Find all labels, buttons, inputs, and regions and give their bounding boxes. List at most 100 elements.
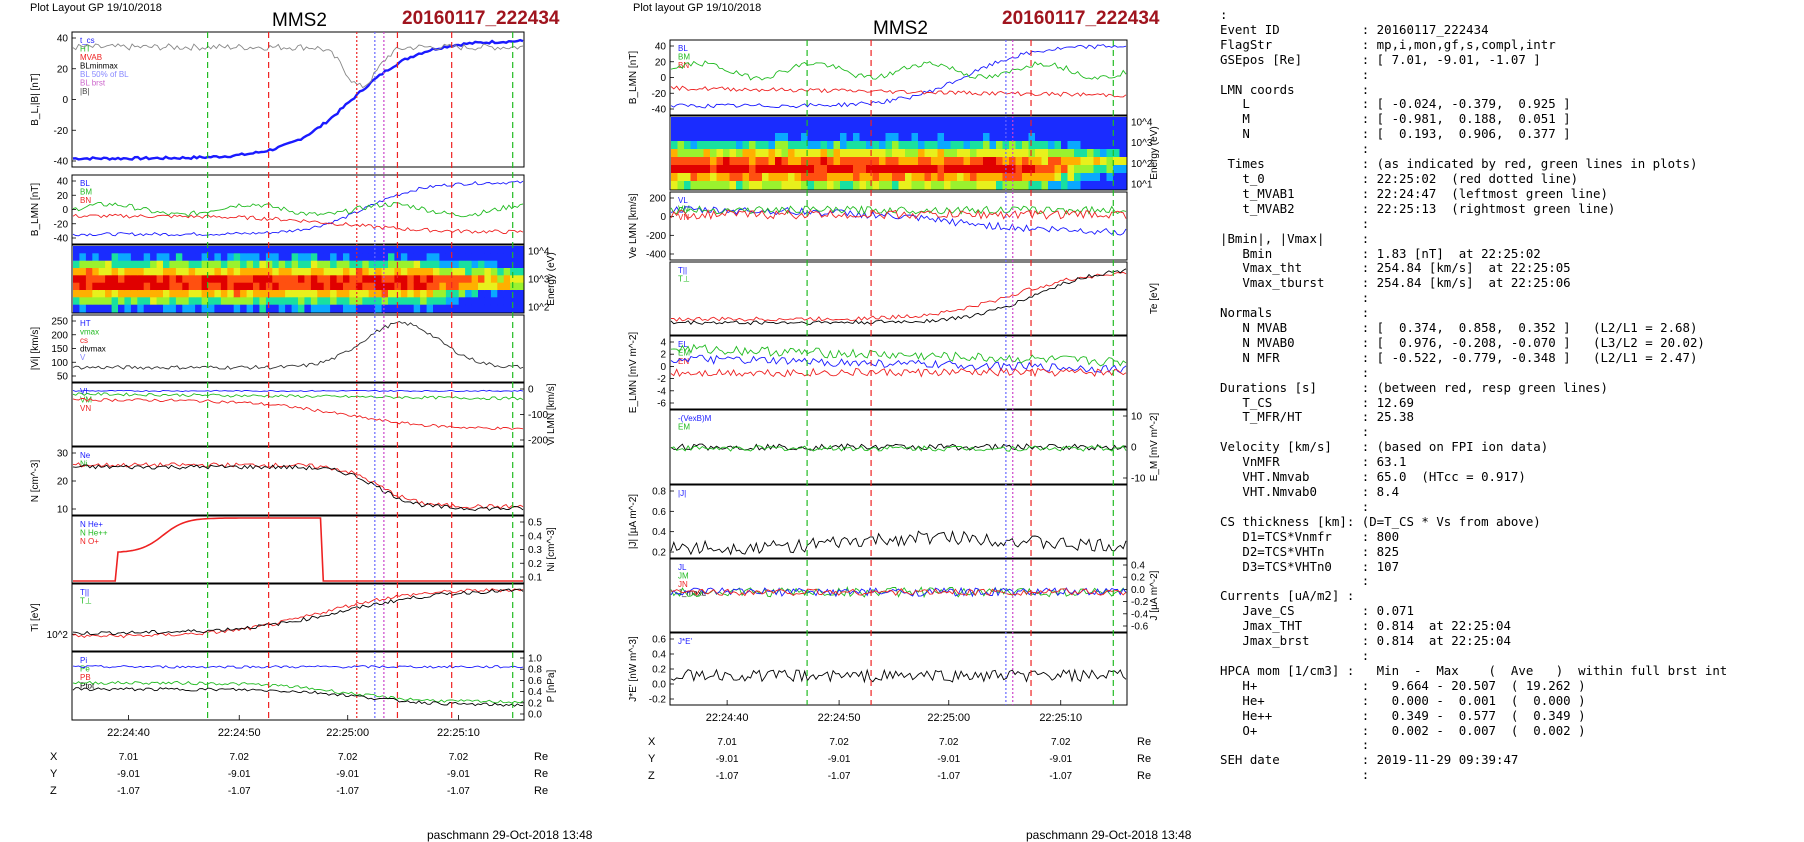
heatmap-cell bbox=[208, 275, 215, 284]
heatmap-cell bbox=[214, 290, 222, 298]
heatmap-cell bbox=[794, 157, 802, 166]
heatmap-cell bbox=[775, 117, 782, 126]
heatmap-cell bbox=[1015, 173, 1023, 182]
heatmap-cell bbox=[490, 268, 498, 276]
heatmap-cell bbox=[723, 181, 730, 190]
chart-1-y-axis-label: E_M [mV m^-2] bbox=[1149, 412, 1160, 481]
chart-0-y-tick-label: 10^2 bbox=[47, 630, 69, 641]
chart-0-legend-entry: Ne bbox=[80, 451, 91, 460]
heatmap-cell bbox=[92, 268, 100, 276]
chart-1-legend-entry: JM bbox=[678, 572, 689, 581]
heatmap-cell bbox=[201, 304, 209, 313]
heatmap-cell bbox=[175, 290, 183, 298]
heatmap-cell bbox=[866, 133, 873, 142]
chart-0-orbit-unit: Re bbox=[534, 768, 548, 780]
chart-0-orbit-value: -9.01 bbox=[228, 769, 251, 780]
heatmap-cell bbox=[497, 268, 505, 276]
heatmap-cell bbox=[85, 260, 93, 269]
heatmap-cell bbox=[259, 260, 267, 269]
heatmap-cell bbox=[814, 157, 821, 166]
heatmap-cell bbox=[310, 253, 318, 262]
heatmap-cell bbox=[156, 260, 164, 269]
heatmap-cell bbox=[924, 117, 932, 126]
heatmap-cell bbox=[684, 173, 691, 182]
heatmap-cell bbox=[259, 290, 267, 298]
chart-1-y-tick-label: 0.0 bbox=[1131, 585, 1145, 596]
heatmap-cell bbox=[304, 297, 312, 306]
heatmap-cell bbox=[150, 275, 157, 284]
heatmap-cell bbox=[788, 173, 795, 182]
heatmap-cell bbox=[827, 181, 834, 190]
heatmap-cell bbox=[937, 117, 945, 126]
heatmap-cell bbox=[989, 149, 997, 158]
info-line: : bbox=[1220, 7, 1228, 22]
info-line: Times : (as indicated by red, green line… bbox=[1220, 156, 1698, 172]
heatmap-cell bbox=[291, 297, 299, 306]
heatmap-cell bbox=[439, 282, 447, 291]
heatmap-cell bbox=[375, 275, 382, 284]
heatmap-cell bbox=[957, 125, 964, 134]
heatmap-cell bbox=[349, 297, 357, 306]
heatmap-cell bbox=[1080, 133, 1088, 142]
heatmap-cell bbox=[163, 290, 170, 298]
chart-1-panel-frame bbox=[669, 558, 1128, 633]
heatmap-cell bbox=[188, 253, 196, 262]
heatmap-cell bbox=[195, 290, 202, 298]
heatmap-cell bbox=[323, 290, 331, 298]
heatmap-cell bbox=[265, 297, 273, 306]
heatmap-cell bbox=[111, 282, 119, 291]
heatmap-cell bbox=[690, 173, 698, 182]
heatmap-cell bbox=[807, 165, 815, 174]
heatmap-cell bbox=[872, 173, 880, 182]
info-line: N : [ 0.193, 0.906, 0.377 ] bbox=[1220, 126, 1571, 142]
heatmap-cell bbox=[983, 125, 990, 134]
heatmap-cell bbox=[310, 260, 318, 269]
heatmap-cell bbox=[905, 141, 912, 150]
heatmap-cell bbox=[220, 290, 228, 298]
heatmap-cell bbox=[1048, 117, 1055, 126]
heatmap-cell bbox=[1093, 157, 1101, 166]
heatmap-cell bbox=[1015, 117, 1023, 126]
chart-1-panel-frame bbox=[669, 335, 1128, 410]
heatmap-cell bbox=[677, 173, 685, 182]
heatmap-cell bbox=[1100, 117, 1107, 126]
heatmap-cell bbox=[1028, 133, 1036, 142]
chart-0-panel-frame bbox=[71, 314, 525, 383]
heatmap-cell bbox=[175, 282, 183, 291]
heatmap-cell bbox=[775, 173, 782, 182]
heatmap-cell bbox=[1106, 165, 1114, 174]
heatmap-cell bbox=[671, 133, 678, 142]
heatmap-cell bbox=[840, 141, 847, 150]
heatmap-cell bbox=[323, 304, 331, 313]
heatmap-cell bbox=[840, 125, 847, 134]
heatmap-cell bbox=[768, 141, 776, 150]
heatmap-cell bbox=[749, 173, 756, 182]
chart-0-legend-entry: N O+ bbox=[80, 537, 99, 546]
heatmap-cell bbox=[833, 117, 841, 126]
heatmap-cell bbox=[931, 173, 938, 182]
chart-0-orbit-value: 7.02 bbox=[449, 752, 469, 763]
heatmap-cell bbox=[801, 165, 808, 174]
heatmap-cell bbox=[92, 304, 100, 313]
heatmap-cell bbox=[175, 268, 183, 276]
heatmap-cell bbox=[1093, 149, 1101, 158]
chart-1-y-axis-label: |J| [µA m^-2] bbox=[628, 494, 639, 549]
chart-1-y-tick-label: 40 bbox=[655, 42, 667, 53]
chart-0-series-line bbox=[72, 213, 524, 234]
heatmap-cell bbox=[105, 260, 112, 269]
heatmap-cell bbox=[788, 149, 795, 158]
heatmap-cell bbox=[233, 304, 241, 313]
chart-0-series-line bbox=[72, 462, 524, 509]
heatmap-cell bbox=[79, 253, 87, 262]
heatmap-cell bbox=[690, 133, 698, 142]
heatmap-cell bbox=[484, 253, 492, 262]
heatmap-cell bbox=[413, 260, 421, 269]
heatmap-cell bbox=[330, 282, 337, 291]
chart-1-y-tick-label: -0.6 bbox=[1131, 622, 1149, 633]
heatmap-cell bbox=[768, 117, 776, 126]
heatmap-cell bbox=[471, 304, 479, 313]
heatmap-cell bbox=[272, 268, 280, 276]
heatmap-cell bbox=[458, 297, 466, 306]
heatmap-cell bbox=[439, 275, 447, 284]
heatmap-cell bbox=[458, 282, 466, 291]
